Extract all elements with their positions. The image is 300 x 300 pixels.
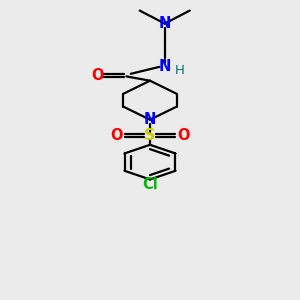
- Text: Cl: Cl: [142, 177, 158, 192]
- Text: N: N: [158, 16, 171, 31]
- Text: O: O: [91, 68, 103, 83]
- Text: H: H: [175, 64, 184, 77]
- Text: O: O: [110, 128, 122, 143]
- Text: O: O: [178, 128, 190, 143]
- Text: N: N: [158, 59, 171, 74]
- Text: S: S: [144, 128, 156, 143]
- Text: N: N: [144, 112, 156, 127]
